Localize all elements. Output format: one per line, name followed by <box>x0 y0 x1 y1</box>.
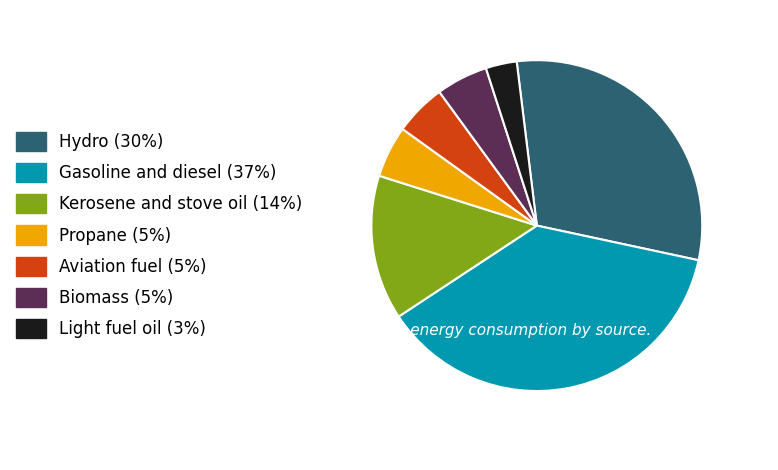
Legend: Hydro (30%), Gasoline and diesel (37%), Kerosene and stove oil (14%), Propane (5: Hydro (30%), Gasoline and diesel (37%), … <box>16 132 303 338</box>
Wedge shape <box>486 62 537 226</box>
Wedge shape <box>440 68 537 226</box>
Text: Yukon’s energy consumption by source.: Yukon’s energy consumption by source. <box>347 323 651 338</box>
Wedge shape <box>371 176 537 317</box>
Wedge shape <box>402 92 537 226</box>
Wedge shape <box>398 226 699 391</box>
Wedge shape <box>517 60 703 260</box>
Wedge shape <box>379 129 537 226</box>
